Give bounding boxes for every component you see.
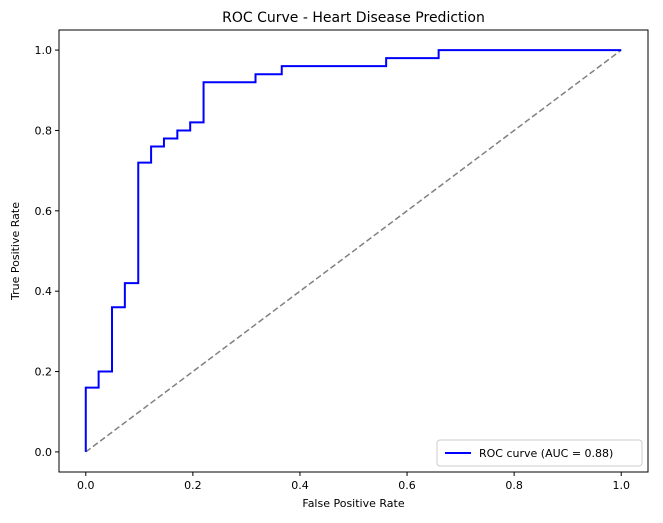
axis-ticks: 0.0 0.2 0.4 0.6 0.8 1.0 0.0 0.2 0.4 0.6 0.8 1.0 — [35, 44, 630, 492]
y-axis-label: True Positive Rate — [9, 202, 22, 301]
x-tick-label: 0.6 — [398, 479, 416, 492]
x-tick-label: 0.4 — [291, 479, 309, 492]
legend-box — [436, 439, 643, 467]
y-tick-label: 1.0 — [35, 44, 53, 57]
y-tick-label: 0.4 — [35, 285, 53, 298]
chance-diagonal-line — [85, 49, 622, 453]
legend-label-roc: ROC curve (AUC = 0.88) — [479, 447, 613, 460]
x-tick-label: 0.2 — [184, 479, 202, 492]
x-tick-label: 0.0 — [77, 479, 95, 492]
y-tick-label: 0.8 — [35, 124, 53, 137]
x-tick-label: 0.8 — [505, 479, 523, 492]
y-tick-label: 0.6 — [35, 205, 53, 218]
y-tick-label: 0.2 — [35, 366, 53, 379]
legend: ROC curve (AUC = 0.88) — [436, 439, 643, 467]
roc-curve-line — [84, 49, 622, 452]
x-tick-label: 1.0 — [612, 479, 630, 492]
x-axis-label: False Positive Rate — [302, 497, 404, 510]
axes-frame — [58, 29, 649, 473]
plot-area — [84, 49, 622, 453]
y-tick-label: 0.0 — [35, 446, 53, 459]
chart-title: ROC Curve - Heart Disease Prediction — [222, 10, 485, 26]
